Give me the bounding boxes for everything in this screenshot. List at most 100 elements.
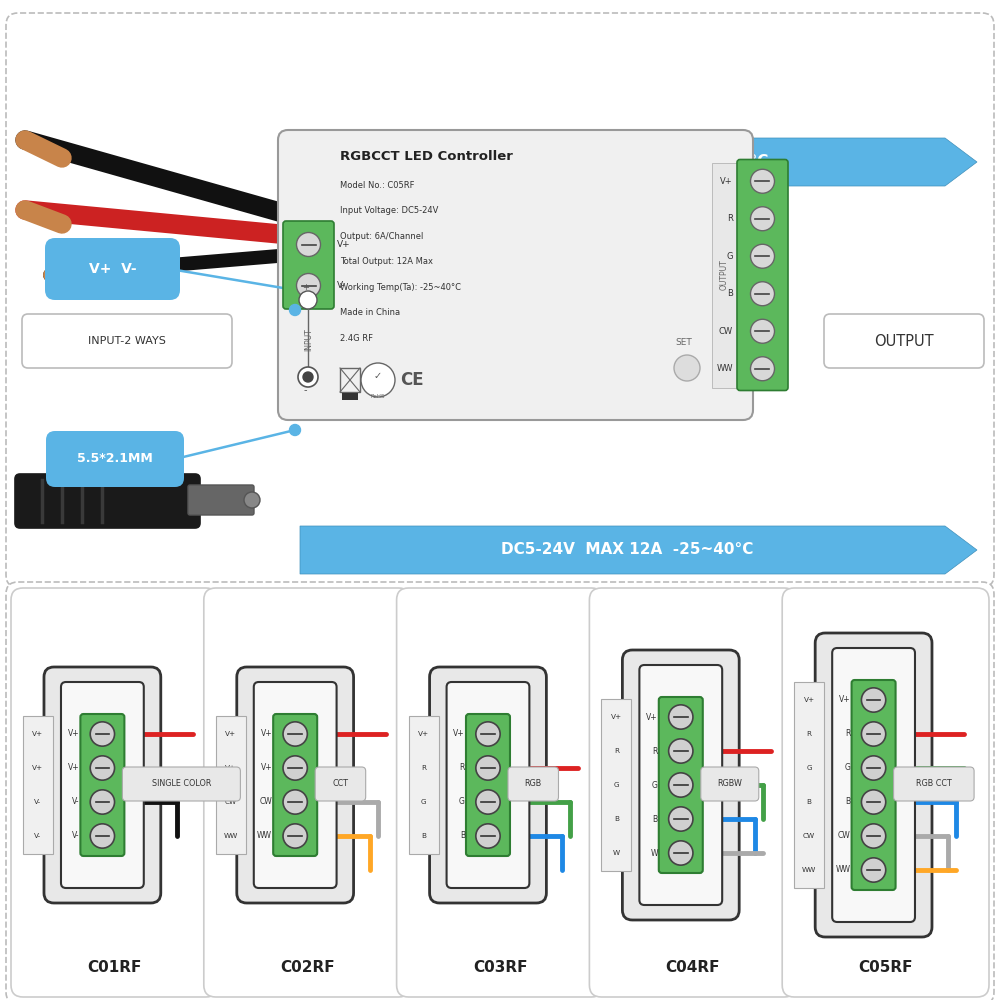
Bar — [712, 162, 737, 387]
Text: 5.5*2.1MM: 5.5*2.1MM — [77, 452, 153, 466]
Text: G: G — [806, 765, 812, 771]
FancyArrow shape — [300, 526, 977, 574]
Circle shape — [669, 807, 693, 831]
FancyBboxPatch shape — [122, 767, 240, 801]
FancyBboxPatch shape — [6, 582, 994, 1000]
Text: B: B — [727, 289, 733, 298]
Text: V+: V+ — [611, 714, 622, 720]
FancyBboxPatch shape — [204, 588, 411, 997]
FancyBboxPatch shape — [737, 160, 788, 390]
FancyBboxPatch shape — [44, 667, 161, 903]
Text: V-: V- — [72, 798, 79, 806]
Text: WW: WW — [257, 832, 272, 840]
Circle shape — [476, 790, 500, 814]
Circle shape — [861, 790, 886, 814]
Circle shape — [290, 424, 300, 436]
Text: CE: CE — [400, 371, 424, 389]
Text: V+: V+ — [804, 697, 815, 703]
Text: DC5-24V  MAX 12A  -25~40°C: DC5-24V MAX 12A -25~40°C — [516, 154, 769, 169]
Text: B: B — [460, 832, 465, 840]
Text: B: B — [807, 799, 812, 805]
Text: B: B — [653, 814, 658, 823]
Text: G: G — [726, 252, 733, 261]
Text: RGBCCT LED Controller: RGBCCT LED Controller — [340, 150, 513, 163]
Circle shape — [90, 722, 115, 746]
Text: Total Output: 12A Max: Total Output: 12A Max — [340, 257, 433, 266]
Text: RGB: RGB — [525, 780, 542, 788]
Circle shape — [861, 824, 886, 848]
FancyBboxPatch shape — [601, 699, 631, 871]
Bar — [342, 393, 358, 400]
Text: OUTPUT: OUTPUT — [874, 334, 934, 349]
Text: G: G — [614, 782, 619, 788]
Bar — [340, 368, 360, 392]
Circle shape — [750, 244, 774, 268]
Text: B: B — [421, 833, 426, 839]
Text: WW: WW — [836, 865, 851, 874]
Circle shape — [303, 372, 313, 382]
Text: R: R — [727, 214, 733, 223]
FancyBboxPatch shape — [254, 682, 337, 888]
Text: V-: V- — [34, 833, 42, 839]
Circle shape — [861, 688, 886, 712]
Text: V-: V- — [337, 281, 346, 290]
FancyBboxPatch shape — [782, 588, 989, 997]
Text: R: R — [652, 746, 658, 756]
Text: WW: WW — [802, 867, 816, 873]
Text: V+: V+ — [68, 764, 79, 772]
Text: C05RF: C05RF — [858, 960, 913, 976]
FancyBboxPatch shape — [622, 650, 739, 920]
FancyBboxPatch shape — [216, 716, 246, 854]
FancyBboxPatch shape — [61, 682, 144, 888]
Text: C04RF: C04RF — [666, 960, 720, 976]
Text: -: - — [303, 385, 307, 395]
Text: V+: V+ — [225, 765, 236, 771]
Text: V+: V+ — [720, 177, 733, 186]
Text: CW: CW — [838, 831, 851, 840]
Circle shape — [750, 357, 774, 381]
Text: Made in China: Made in China — [340, 308, 400, 317]
Circle shape — [283, 790, 307, 814]
FancyBboxPatch shape — [283, 221, 334, 309]
Circle shape — [669, 773, 693, 797]
Circle shape — [283, 824, 307, 848]
Text: V-: V- — [72, 832, 79, 840]
Circle shape — [90, 756, 115, 780]
FancyBboxPatch shape — [409, 716, 439, 854]
Text: W: W — [650, 848, 658, 857]
FancyBboxPatch shape — [815, 633, 932, 937]
Text: W: W — [613, 850, 620, 856]
Circle shape — [861, 858, 886, 882]
FancyBboxPatch shape — [46, 431, 184, 487]
FancyBboxPatch shape — [237, 667, 354, 903]
FancyBboxPatch shape — [832, 648, 915, 922]
Text: CW: CW — [719, 327, 733, 336]
FancyBboxPatch shape — [22, 314, 232, 368]
Text: OUTPUT: OUTPUT — [720, 260, 729, 290]
Text: G: G — [652, 780, 658, 790]
FancyBboxPatch shape — [6, 13, 994, 587]
Text: CW: CW — [225, 799, 237, 805]
Text: RoHS: RoHS — [371, 393, 385, 398]
Text: V+: V+ — [839, 696, 851, 704]
Text: Working Temp(Ta): -25~40°C: Working Temp(Ta): -25~40°C — [340, 283, 461, 292]
Text: B: B — [614, 816, 619, 822]
Circle shape — [669, 739, 693, 763]
Text: DC5-24V  MAX 12A  -25~40°C: DC5-24V MAX 12A -25~40°C — [501, 542, 754, 558]
Text: C01RF: C01RF — [87, 960, 142, 976]
Text: V+: V+ — [337, 240, 351, 249]
Circle shape — [476, 824, 500, 848]
FancyBboxPatch shape — [45, 238, 180, 300]
Circle shape — [750, 319, 774, 343]
Text: G: G — [421, 799, 426, 805]
FancyBboxPatch shape — [430, 667, 546, 903]
Circle shape — [669, 841, 693, 865]
Circle shape — [750, 169, 774, 193]
FancyBboxPatch shape — [659, 697, 703, 873]
FancyBboxPatch shape — [15, 474, 200, 528]
Circle shape — [290, 304, 300, 316]
Circle shape — [283, 722, 307, 746]
Text: C02RF: C02RF — [280, 960, 335, 976]
FancyBboxPatch shape — [278, 130, 753, 420]
Text: V+: V+ — [261, 764, 272, 772]
